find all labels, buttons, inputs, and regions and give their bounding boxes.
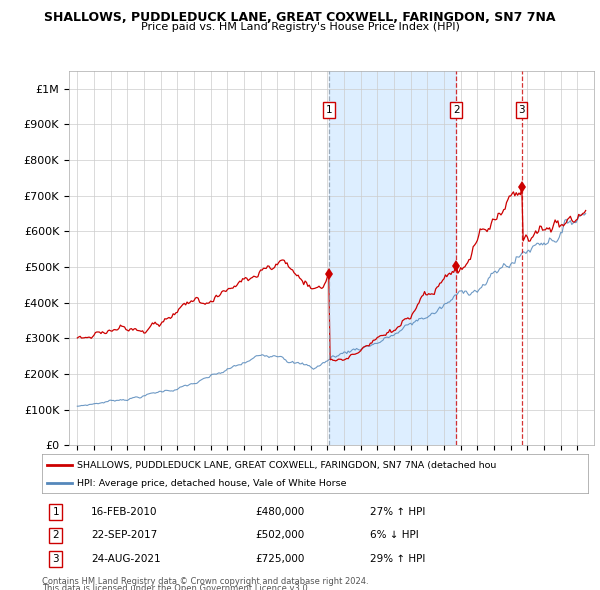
Text: 3: 3 [52,554,59,564]
Text: 2: 2 [453,105,460,115]
Text: This data is licensed under the Open Government Licence v3.0.: This data is licensed under the Open Gov… [42,584,310,590]
Text: 16-FEB-2010: 16-FEB-2010 [91,507,158,517]
Text: 24-AUG-2021: 24-AUG-2021 [91,554,161,564]
Text: 29% ↑ HPI: 29% ↑ HPI [370,554,425,564]
Text: £725,000: £725,000 [255,554,304,564]
Text: Price paid vs. HM Land Registry's House Price Index (HPI): Price paid vs. HM Land Registry's House … [140,22,460,32]
Text: SHALLOWS, PUDDLEDUCK LANE, GREAT COXWELL, FARINGDON, SN7 7NA: SHALLOWS, PUDDLEDUCK LANE, GREAT COXWELL… [44,11,556,24]
Text: 1: 1 [52,507,59,517]
Text: 27% ↑ HPI: 27% ↑ HPI [370,507,425,517]
Text: 6% ↓ HPI: 6% ↓ HPI [370,530,418,540]
Text: 3: 3 [518,105,525,115]
Text: 22-SEP-2017: 22-SEP-2017 [91,530,157,540]
Text: £502,000: £502,000 [255,530,304,540]
Text: Contains HM Land Registry data © Crown copyright and database right 2024.: Contains HM Land Registry data © Crown c… [42,577,368,586]
Text: HPI: Average price, detached house, Vale of White Horse: HPI: Average price, detached house, Vale… [77,478,347,487]
Text: 2: 2 [52,530,59,540]
Bar [329,71,456,445]
Text: 1: 1 [326,105,332,115]
Text: £480,000: £480,000 [255,507,304,517]
Text: SHALLOWS, PUDDLEDUCK LANE, GREAT COXWELL, FARINGDON, SN7 7NA (detached hou: SHALLOWS, PUDDLEDUCK LANE, GREAT COXWELL… [77,461,497,470]
